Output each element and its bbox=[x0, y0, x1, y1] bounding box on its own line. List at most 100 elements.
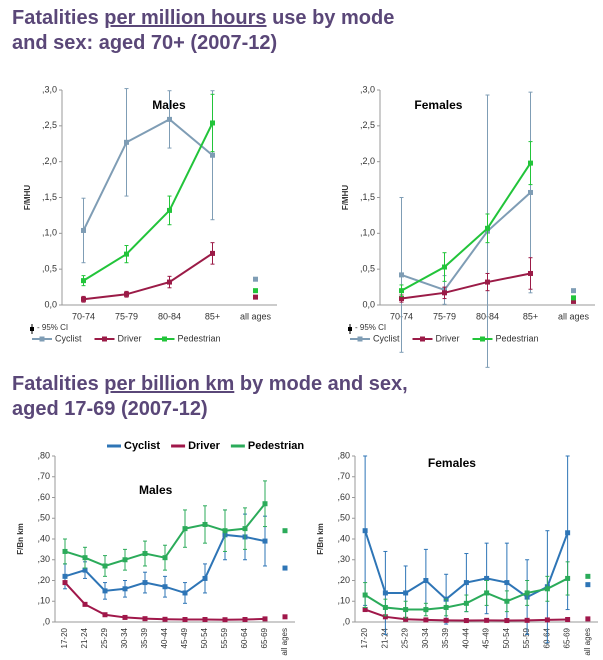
x-tick-label: 85+ bbox=[523, 311, 538, 321]
y-tick-label: ,0 bbox=[342, 616, 350, 626]
heading: Fatalities per billion km by mode and se… bbox=[12, 372, 408, 422]
x-tick-label: 35-39 bbox=[140, 627, 149, 648]
x-tick-label: all ages bbox=[240, 311, 272, 321]
y-tick-label: ,1,0 bbox=[42, 228, 57, 238]
legend-label: Pedestrian bbox=[496, 333, 539, 343]
x-tick-label: 21-24 bbox=[380, 627, 389, 648]
point bbox=[463, 600, 469, 606]
series-line bbox=[401, 162, 532, 292]
point bbox=[362, 528, 368, 534]
point bbox=[124, 139, 129, 145]
all-ages-point bbox=[585, 616, 591, 622]
point bbox=[504, 618, 510, 624]
point bbox=[142, 551, 148, 557]
point bbox=[167, 116, 172, 122]
point bbox=[62, 580, 68, 586]
y-tick-label: ,80 bbox=[337, 450, 350, 460]
y-tick-label: ,2,0 bbox=[360, 156, 375, 166]
point bbox=[423, 617, 429, 623]
y-tick-label: ,3,0 bbox=[360, 84, 375, 94]
heading-text: per billion km bbox=[104, 373, 235, 395]
point bbox=[423, 578, 429, 583]
x-tick-label: 30-34 bbox=[120, 627, 129, 648]
point bbox=[102, 612, 108, 618]
point bbox=[484, 617, 490, 623]
x-tick-label: 40-44 bbox=[160, 627, 169, 648]
legend-label: Pedestrian bbox=[248, 440, 305, 452]
point bbox=[399, 272, 404, 278]
point bbox=[443, 604, 449, 610]
point bbox=[124, 251, 129, 257]
legend-swatch bbox=[420, 336, 425, 342]
series-line bbox=[82, 122, 214, 282]
x-tick-label: 50-54 bbox=[200, 627, 209, 648]
point bbox=[82, 555, 88, 561]
point bbox=[182, 590, 188, 596]
point bbox=[262, 616, 268, 622]
y-tick-label: ,60 bbox=[337, 492, 350, 502]
x-tick-label: 30-34 bbox=[421, 627, 430, 648]
point bbox=[81, 227, 86, 233]
point bbox=[222, 617, 228, 623]
series-line bbox=[401, 191, 532, 292]
point bbox=[182, 526, 188, 532]
y-tick-label: ,10 bbox=[37, 596, 50, 606]
legend-label: Cyclist bbox=[124, 440, 160, 452]
y-tick-label: ,0,5 bbox=[360, 264, 375, 274]
y-tick-label: ,20 bbox=[337, 575, 350, 585]
x-tick-label: 17-20 bbox=[360, 627, 369, 648]
point bbox=[382, 604, 388, 610]
point bbox=[504, 598, 510, 604]
x-tick-label: 65-69 bbox=[563, 627, 572, 648]
ci-symbol bbox=[348, 327, 352, 331]
point bbox=[524, 617, 530, 623]
x-tick-label: all ages bbox=[280, 628, 289, 656]
y-tick-label: ,2,5 bbox=[360, 120, 375, 130]
ci-symbol bbox=[30, 327, 34, 331]
point bbox=[565, 530, 571, 536]
y-tick-label: ,3,0 bbox=[42, 84, 57, 94]
x-tick-label: 35-39 bbox=[441, 627, 450, 648]
y-tick-label: ,2,0 bbox=[42, 156, 57, 166]
point bbox=[210, 120, 215, 126]
all-ages-point bbox=[585, 582, 591, 588]
heading-text: per million hours bbox=[104, 7, 267, 29]
y-tick-label: ,1,0 bbox=[360, 228, 375, 238]
point bbox=[82, 601, 88, 607]
point bbox=[82, 567, 88, 573]
x-tick-label: 75-79 bbox=[433, 311, 456, 321]
heading: Fatalities per million hours use by mode… bbox=[12, 6, 394, 56]
point bbox=[81, 278, 86, 284]
all-ages-point bbox=[282, 528, 288, 534]
point bbox=[202, 617, 208, 623]
point bbox=[167, 207, 172, 213]
x-tick-label: all ages bbox=[583, 628, 592, 656]
point bbox=[102, 563, 108, 569]
heading-text: and sex: aged 70+ (2007-12) bbox=[12, 32, 278, 54]
legend-label: Pedestrian bbox=[178, 333, 221, 343]
y-tick-label: ,2,5 bbox=[42, 120, 57, 130]
point bbox=[544, 586, 550, 592]
point bbox=[362, 607, 368, 613]
y-axis-label: F/Bn km bbox=[316, 523, 325, 555]
point bbox=[182, 617, 188, 623]
heading-text: by mode and sex, bbox=[234, 373, 408, 395]
all-ages-point bbox=[282, 565, 288, 571]
y-tick-label: ,70 bbox=[337, 471, 350, 481]
y-tick-label: 0,0 bbox=[362, 299, 375, 309]
y-axis-label: F/MHU bbox=[23, 185, 32, 211]
point bbox=[382, 590, 388, 596]
x-tick-label: 85+ bbox=[205, 311, 220, 321]
point bbox=[484, 590, 490, 596]
point bbox=[443, 617, 449, 623]
point bbox=[403, 616, 409, 622]
point bbox=[242, 617, 248, 623]
legend-swatch bbox=[162, 336, 167, 342]
point bbox=[202, 521, 208, 527]
y-tick-label: ,50 bbox=[37, 513, 50, 523]
legend-label: Driver bbox=[118, 333, 142, 343]
y-tick-label: ,10 bbox=[337, 596, 350, 606]
all-ages-point bbox=[253, 276, 258, 282]
